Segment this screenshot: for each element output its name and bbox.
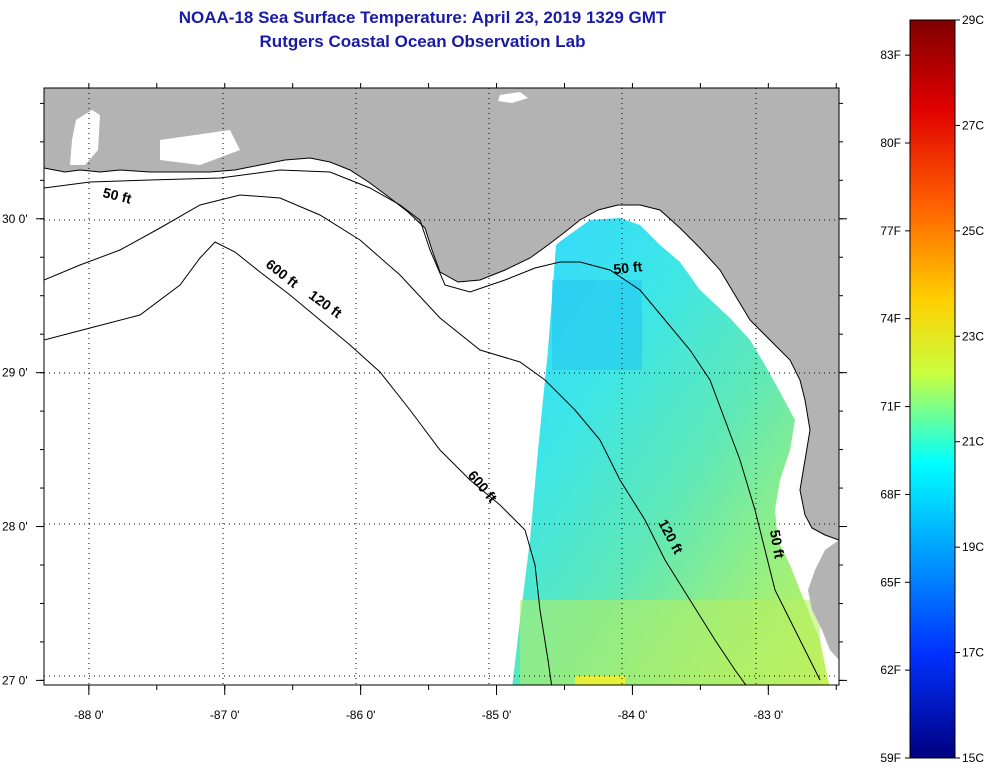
- colorbar-c-label: 15C: [962, 751, 984, 765]
- colorbar-f-label: 77F: [880, 224, 901, 238]
- lon-tick-label: -87 0': [210, 708, 240, 722]
- colorbar-c-label: 25C: [962, 224, 984, 238]
- map-frame: [43, 87, 840, 686]
- coastline: [44, 157, 839, 541]
- colorbar-c-label: 29C: [962, 13, 984, 27]
- colorbar-c-label: 27C: [962, 118, 984, 132]
- colorbar-f-label: 68F: [880, 487, 901, 501]
- colorbar-c-label: 17C: [962, 646, 984, 660]
- bay-water-2: [160, 130, 240, 165]
- florida-peninsula-land: [808, 540, 839, 660]
- isobath-label: 50 ft: [613, 258, 644, 277]
- land-mass: [44, 88, 839, 540]
- lat-tick-label: 29 0': [2, 366, 28, 380]
- map-title: NOAA-18 Sea Surface Temperature: April 2…: [178, 8, 667, 27]
- colorbar-gradient: [909, 19, 956, 759]
- colorbar-f-label: 62F: [880, 663, 901, 677]
- lon-axis: -88 0' -87 0' -86 0' -85 0' -84 0' -83 0': [74, 83, 837, 722]
- lon-tick-label: -86 0': [346, 708, 376, 722]
- lat-tick-label: 27 0': [2, 673, 28, 687]
- lon-tick-label: -88 0': [74, 708, 104, 722]
- lon-tick-label: -83 0': [754, 708, 784, 722]
- colorbar-f-label: 71F: [880, 400, 901, 414]
- colorbar-f-label: 74F: [880, 312, 901, 326]
- lat-tick-label: 30 0': [2, 212, 28, 226]
- bay-water: [70, 110, 100, 165]
- isobath-label: 50 ft: [101, 184, 133, 207]
- lon-tick-label: -85 0': [482, 708, 512, 722]
- lat-axis: 30 0' 29 0' 28 0' 27 0': [2, 102, 847, 687]
- map-subtitle: Rutgers Coastal Ocean Observation Lab: [259, 32, 586, 51]
- sst-cool-patch: [552, 280, 642, 370]
- colorbar-c-label: 21C: [962, 435, 984, 449]
- colorbar-f-label: 65F: [880, 575, 901, 589]
- colorbar-labels: 83F 80F 77F 74F 71F 68F 65F 62F 59F 29C 27C 25C 23C 2…: [880, 13, 984, 765]
- colorbar-f-label: 59F: [880, 751, 901, 765]
- lake-water: [498, 92, 528, 103]
- lon-tick-label: -84 0': [618, 708, 648, 722]
- isobath-600ft: [44, 241, 553, 685]
- isobath-label: 50 ft: [767, 529, 788, 560]
- isobath-50ft: [44, 169, 821, 681]
- colorbar-c-label: 19C: [962, 540, 984, 554]
- lat-tick-label: 28 0': [2, 520, 28, 534]
- colorbar-f-label: 83F: [880, 48, 901, 62]
- colorbar-c-label: 23C: [962, 329, 984, 343]
- sst-warm-patch: [520, 600, 820, 685]
- colorbar-f-label: 80F: [880, 136, 901, 150]
- sst-warm-spot: [575, 676, 625, 685]
- isobath-120ft: [44, 194, 747, 685]
